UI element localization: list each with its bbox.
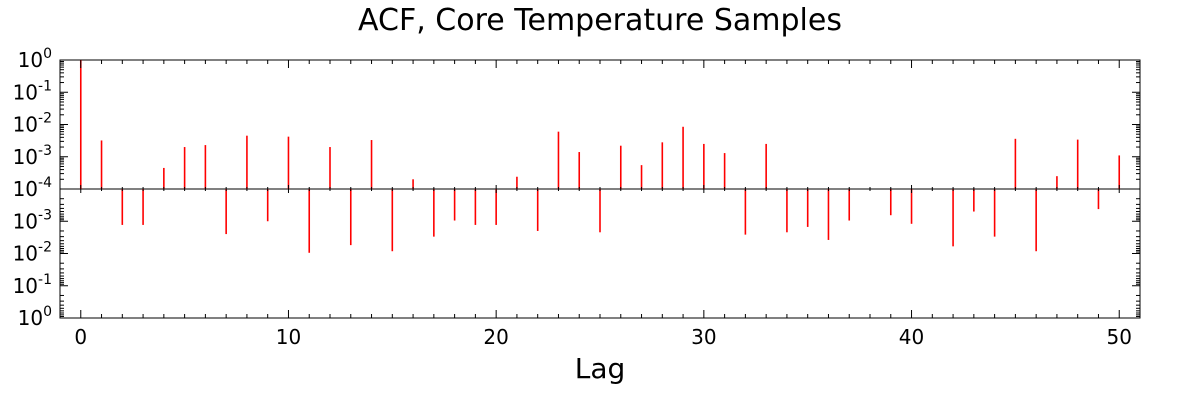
y-tick-base: 10 — [13, 80, 38, 104]
y-tick-base: 10 — [13, 145, 38, 169]
y-tick-label: 10-1 — [13, 272, 52, 298]
y-tick-exponent: -2 — [38, 111, 52, 127]
y-tick-exponent: 0 — [43, 304, 52, 320]
x-tick-label: 30 — [691, 325, 716, 349]
y-tick-base: 10 — [13, 209, 38, 233]
y-tick-exponent: 0 — [43, 46, 52, 62]
y-tick-base: 10 — [13, 113, 38, 137]
y-tick-label: 10-2 — [13, 240, 52, 266]
plot-area: 0 10 20 30 40 5010010-110-210-310-410-310-210… — [13, 46, 1141, 349]
y-tick-base: 10 — [18, 306, 43, 330]
x-axis-label: Lag — [575, 352, 626, 385]
y-tick-base: 10 — [13, 274, 38, 298]
y-tick-label: 10-3 — [13, 207, 52, 233]
y-tick-label: 10-1 — [13, 78, 52, 104]
y-tick-exponent: -2 — [38, 240, 52, 256]
y-tick-exponent: -4 — [38, 175, 52, 191]
y-tick-label: 100 — [18, 304, 52, 330]
y-tick-label: 10-2 — [13, 111, 52, 137]
y-tick-base: 10 — [13, 242, 38, 266]
x-tick-label: 0 — [74, 325, 87, 349]
y-tick-label: 100 — [18, 46, 52, 72]
x-tick-label: 10 — [276, 325, 301, 349]
y-tick-base: 10 — [13, 177, 38, 201]
chart-title: ACF, Core Temperature Samples — [358, 3, 842, 38]
x-tick-label: 50 — [1107, 325, 1132, 349]
y-tick-label: 10-4 — [13, 175, 53, 201]
y-tick-label: 10-3 — [13, 143, 52, 169]
y-tick-base: 10 — [18, 48, 43, 72]
y-tick-exponent: -3 — [38, 143, 52, 159]
x-tick-label: 20 — [483, 325, 508, 349]
y-tick-exponent: -1 — [38, 78, 52, 94]
y-tick-exponent: -1 — [38, 272, 52, 288]
y-tick-exponent: -3 — [38, 207, 52, 223]
x-tick-label: 40 — [899, 325, 924, 349]
